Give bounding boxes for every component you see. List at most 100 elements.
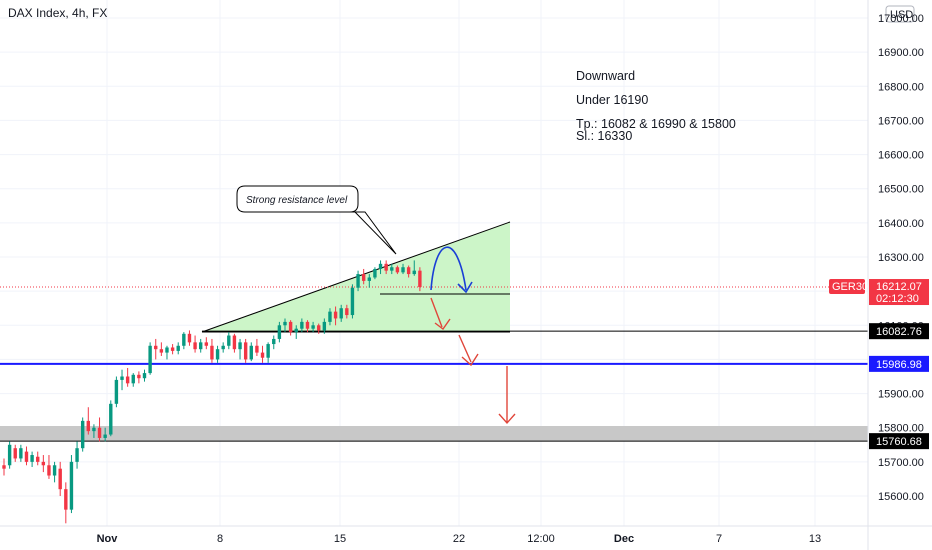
candle-body <box>361 274 366 281</box>
candle-body <box>165 347 169 353</box>
level-tag <box>869 355 929 372</box>
candle-body <box>170 347 175 351</box>
candle-body <box>311 325 315 329</box>
candle-body <box>294 328 298 333</box>
candle-body <box>266 344 270 358</box>
candle-body <box>159 349 164 353</box>
candle-body <box>80 420 85 449</box>
candle-body <box>305 321 310 329</box>
currency-badge[interactable]: USD <box>885 5 915 23</box>
candle-body <box>187 333 192 343</box>
candle-body <box>52 465 57 476</box>
price-tick-label: 15700.00 <box>878 457 924 469</box>
analysis-notes: Downward Under 16190 Tp.: 16082 & 16990 … <box>576 69 736 143</box>
candle-body <box>227 335 231 346</box>
time-tick-label: 15 <box>334 533 346 545</box>
candle-body <box>19 448 23 459</box>
candle-body <box>131 374 135 384</box>
candle-body <box>255 345 259 353</box>
candle-body <box>322 321 327 331</box>
candle-body <box>7 444 12 466</box>
candle-body <box>288 321 293 333</box>
level-tag-label: 16082.76 <box>876 326 922 338</box>
time-axis-labels: Nov 8 15 22 12:00 Dec 7 13 <box>97 533 822 545</box>
candle-body <box>24 451 29 462</box>
candle-body <box>2 465 6 469</box>
candle-body <box>232 335 237 350</box>
currency-label: USD <box>890 9 913 21</box>
time-tick-label: Dec <box>614 533 634 545</box>
candle-body <box>333 311 338 319</box>
note-stoploss: Sl.: 16330 <box>576 129 632 143</box>
price-tick-label: 15900.00 <box>878 389 924 401</box>
candle-body <box>13 448 17 459</box>
candle-body <box>114 379 119 404</box>
time-tick-label: 22 <box>453 533 465 545</box>
candle-body <box>384 263 388 271</box>
candle-body <box>373 268 377 278</box>
blue-arrow <box>430 246 473 294</box>
candle-body <box>260 352 265 358</box>
price-tick-label: 16500.00 <box>878 184 924 196</box>
candle-body <box>418 270 422 288</box>
candle-body <box>328 311 332 322</box>
symbol-tag <box>829 279 865 295</box>
time-tick-label: 8 <box>217 533 223 545</box>
candle-body <box>92 427 96 432</box>
support-zone <box>0 426 868 442</box>
time-tick-label: 12:00 <box>527 533 555 545</box>
price-tick-label: 15600.00 <box>878 491 924 503</box>
candle-body <box>182 333 186 346</box>
time-tick-label: Nov <box>97 533 119 545</box>
candle-body <box>75 448 79 462</box>
candle-body <box>36 456 40 462</box>
candle-body <box>283 321 287 326</box>
candle-body <box>41 461 46 466</box>
time-tick-label: 13 <box>809 533 821 545</box>
candle-body <box>412 270 416 275</box>
candle-body <box>148 345 152 374</box>
candle-body <box>378 263 383 269</box>
price-tick-label: 15800.00 <box>878 423 924 435</box>
last-price-tag <box>869 279 929 306</box>
callout[interactable]: Strong resistance level <box>236 185 397 255</box>
price-tick-label: 16300.00 <box>878 252 924 264</box>
time-tick-label: 7 <box>716 533 722 545</box>
candle-body <box>58 468 62 490</box>
candle-body <box>367 277 371 281</box>
candle-body <box>109 403 113 435</box>
candle-body <box>30 455 34 462</box>
candle-body <box>406 267 411 275</box>
symbol-tag-label: GER30 <box>832 281 868 293</box>
candle-body <box>277 325 282 339</box>
red-arrows <box>430 297 516 425</box>
candle-body <box>64 489 68 510</box>
candle-body <box>210 345 214 360</box>
candle-body <box>390 267 394 271</box>
chart-title: DAX Index, 4h, FX <box>8 6 107 20</box>
candle-body <box>238 342 242 350</box>
candle-body <box>395 267 400 273</box>
candle-body <box>215 349 220 360</box>
candle-body <box>243 342 248 360</box>
candle-body <box>249 345 253 360</box>
level-tag <box>869 433 929 450</box>
callout-bubble <box>236 185 397 255</box>
candle-body <box>300 321 304 329</box>
candle-body <box>199 342 203 350</box>
note-targets: Tp.: 16082 & 16990 & 15800 <box>576 117 736 131</box>
candle-body <box>47 465 51 476</box>
note-trigger: Under 16190 <box>576 93 648 107</box>
price-tick-label: 16800.00 <box>878 81 924 93</box>
candlesticks <box>2 260 422 524</box>
price-tick-label: 16700.00 <box>878 115 924 127</box>
price-tick-label: 16400.00 <box>878 218 924 230</box>
candle-body <box>401 267 405 273</box>
candle-body <box>356 274 360 288</box>
level-tag <box>869 323 929 340</box>
candle-body <box>120 376 124 380</box>
candle-body <box>103 434 107 438</box>
candle-body <box>204 342 209 346</box>
price-tick-label: 17000.00 <box>878 13 924 25</box>
